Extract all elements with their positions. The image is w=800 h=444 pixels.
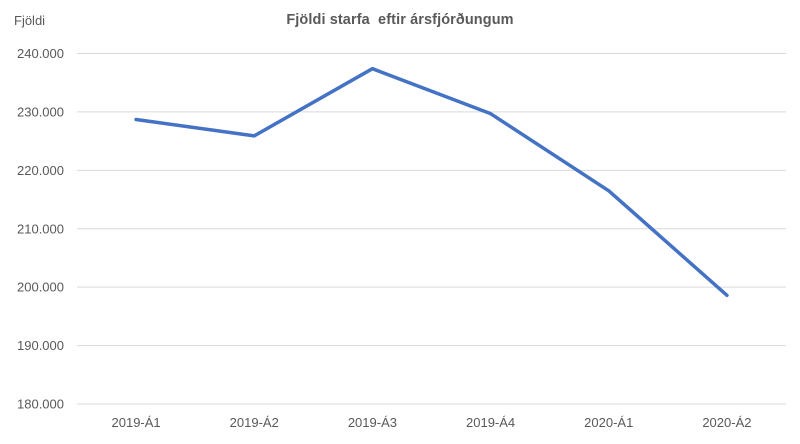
x-tick-label: 2020-Á2 [702, 415, 751, 430]
y-tick-label: 220.000 [17, 163, 64, 178]
x-tick-label: 2019-Á4 [466, 415, 515, 430]
y-tick-label: 190.000 [17, 338, 64, 353]
x-tick-label: 2020-Á1 [584, 415, 633, 430]
y-axis-title: Fjöldi [14, 13, 46, 28]
y-tick-label: 180.000 [17, 397, 64, 412]
y-tick-label: 230.000 [17, 104, 64, 119]
chart-title: Fjöldi starfa eftir ársfjórðungum [286, 12, 514, 28]
y-tick-label: 240.000 [17, 46, 64, 61]
x-tick-label: 2019-Á1 [112, 415, 161, 430]
y-tick-label: 210.000 [17, 221, 64, 236]
series-line [134, 66, 729, 298]
x-tick-label: 2019-Á3 [348, 415, 397, 430]
x-tick-label: 2019-Á2 [230, 415, 279, 430]
y-tick-label: 200.000 [17, 280, 64, 295]
